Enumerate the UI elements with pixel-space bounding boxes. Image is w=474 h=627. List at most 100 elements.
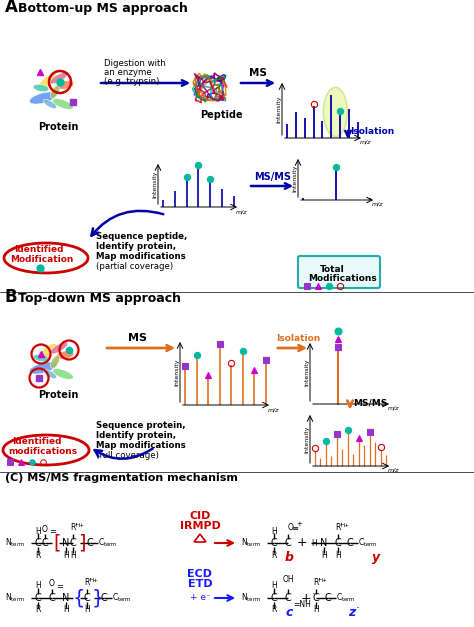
Text: H: H xyxy=(84,606,90,614)
Ellipse shape xyxy=(323,87,347,137)
Text: R': R' xyxy=(70,523,78,532)
Text: H: H xyxy=(313,606,319,614)
Text: (full coverage): (full coverage) xyxy=(96,451,159,460)
Text: MS: MS xyxy=(128,333,147,343)
Ellipse shape xyxy=(33,354,49,362)
Text: Intensity: Intensity xyxy=(304,358,309,386)
Text: C: C xyxy=(87,538,93,548)
Text: {: { xyxy=(73,589,85,608)
Text: (partial coverage): (partial coverage) xyxy=(96,262,173,271)
Text: b: b xyxy=(284,551,293,564)
Ellipse shape xyxy=(29,362,56,374)
Text: CID: CID xyxy=(189,511,210,521)
Text: Peptide: Peptide xyxy=(200,110,243,120)
Text: Protein: Protein xyxy=(38,122,78,132)
Text: +: + xyxy=(297,537,307,549)
Text: Isolation: Isolation xyxy=(350,127,394,136)
Text: O: O xyxy=(42,525,48,534)
Text: Protein: Protein xyxy=(38,390,78,400)
Text: Digestion with: Digestion with xyxy=(104,59,166,68)
Ellipse shape xyxy=(50,72,68,84)
Ellipse shape xyxy=(50,342,68,354)
Text: R: R xyxy=(271,551,277,559)
Ellipse shape xyxy=(56,81,74,89)
Text: ≡: ≡ xyxy=(291,524,298,533)
Text: H+: H+ xyxy=(90,578,99,583)
Text: H+: H+ xyxy=(341,523,350,528)
Ellipse shape xyxy=(53,98,73,109)
Text: H: H xyxy=(321,551,327,559)
Ellipse shape xyxy=(37,73,56,90)
Text: H: H xyxy=(311,539,317,547)
Text: Map modifications: Map modifications xyxy=(96,252,186,261)
Text: H: H xyxy=(63,606,69,614)
Text: Identified: Identified xyxy=(14,245,64,254)
Text: =NH: =NH xyxy=(293,600,311,609)
Text: C: C xyxy=(284,593,292,603)
FancyArrowPatch shape xyxy=(91,211,164,236)
Text: ETD: ETD xyxy=(188,579,212,589)
Ellipse shape xyxy=(53,369,73,379)
Text: H: H xyxy=(335,551,341,559)
Text: m/z: m/z xyxy=(372,202,383,207)
Text: C: C xyxy=(346,538,354,548)
Text: C: C xyxy=(35,538,41,548)
Text: Intensity: Intensity xyxy=(304,425,309,453)
Text: H: H xyxy=(35,527,41,535)
Text: Identified: Identified xyxy=(12,437,62,446)
Text: y: y xyxy=(372,551,380,564)
Text: C: C xyxy=(100,593,108,603)
Text: Intensity: Intensity xyxy=(292,164,297,192)
Text: Identify protein,: Identify protein, xyxy=(96,242,176,251)
Text: Sequence peptide,: Sequence peptide, xyxy=(96,232,187,241)
Ellipse shape xyxy=(29,92,56,104)
Text: C$_{\rm term}$: C$_{\rm term}$ xyxy=(98,537,118,549)
Text: Intensity: Intensity xyxy=(276,95,281,123)
Text: m/z: m/z xyxy=(388,406,400,411)
Text: C: C xyxy=(49,593,55,603)
Text: Bottom-up MS approach: Bottom-up MS approach xyxy=(18,2,188,15)
Ellipse shape xyxy=(37,344,56,361)
Text: MS: MS xyxy=(249,68,267,78)
Text: H: H xyxy=(271,527,277,535)
Text: modifications: modifications xyxy=(8,447,77,456)
Text: N: N xyxy=(62,593,70,603)
Text: [: [ xyxy=(53,534,61,552)
Text: MS/MS: MS/MS xyxy=(353,399,387,408)
Text: m/z: m/z xyxy=(360,140,372,145)
Text: H: H xyxy=(63,551,69,559)
Text: R: R xyxy=(35,606,41,614)
Text: c: c xyxy=(285,606,292,619)
Text: m/z: m/z xyxy=(268,407,280,412)
Text: Intensity: Intensity xyxy=(152,171,157,198)
Text: =: = xyxy=(49,527,56,537)
Text: H: H xyxy=(70,551,76,559)
Text: + e⁻: + e⁻ xyxy=(190,593,210,602)
Text: R': R' xyxy=(313,578,320,587)
Text: +: + xyxy=(296,521,302,527)
Text: C: C xyxy=(42,538,48,548)
Ellipse shape xyxy=(33,84,49,92)
Text: C$_{\rm term}$: C$_{\rm term}$ xyxy=(358,537,378,549)
Text: H+: H+ xyxy=(319,578,328,583)
Text: R: R xyxy=(271,606,277,614)
Text: B: B xyxy=(5,288,18,306)
Text: m/z: m/z xyxy=(236,209,247,214)
Text: C: C xyxy=(325,593,331,603)
Text: C: C xyxy=(335,538,341,548)
Ellipse shape xyxy=(3,435,89,465)
Text: }: } xyxy=(92,589,104,608)
Text: Intensity: Intensity xyxy=(174,358,179,386)
Text: N: N xyxy=(320,538,328,548)
Text: O: O xyxy=(49,579,55,589)
Text: H+: H+ xyxy=(76,523,85,528)
Text: C: C xyxy=(35,593,41,603)
Ellipse shape xyxy=(50,356,60,368)
Text: ·: · xyxy=(312,589,316,599)
Text: C: C xyxy=(271,538,277,548)
Text: C: C xyxy=(284,538,292,548)
Text: N$_{\rm term}$: N$_{\rm term}$ xyxy=(241,592,261,604)
FancyArrowPatch shape xyxy=(95,448,153,459)
Text: (e.g. trypsin): (e.g. trypsin) xyxy=(104,77,159,86)
Text: N$_{\rm term}$: N$_{\rm term}$ xyxy=(5,537,25,549)
